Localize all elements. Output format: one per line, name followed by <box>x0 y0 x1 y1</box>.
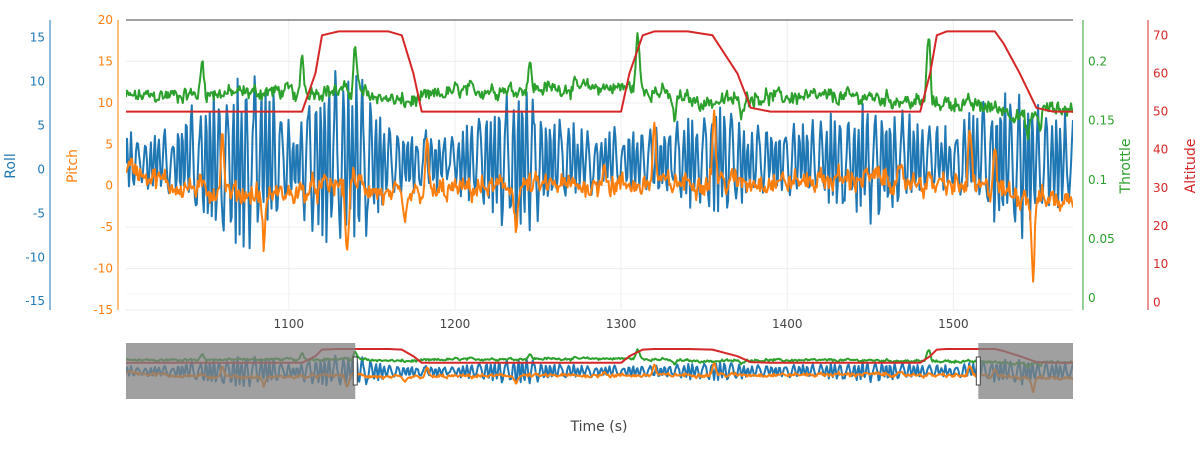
throttle-tick-label: 0.15 <box>1088 114 1115 128</box>
range-slider-handle-right[interactable] <box>975 356 981 386</box>
pitch-axis-title: Pitch <box>65 149 81 183</box>
series-line-roll <box>126 70 1073 250</box>
pitch-tick-label: -15 <box>93 303 113 317</box>
roll-tick-label: -15 <box>25 294 45 308</box>
throttle-tick-label: 0.2 <box>1088 54 1107 68</box>
altitude-tick-label: 30 <box>1153 181 1168 195</box>
throttle-axis: 0.2 0.15 0.1 0.05 0 <box>1082 20 1115 310</box>
altitude-tick-label: 70 <box>1153 28 1168 42</box>
throttle-tick-label: 0.1 <box>1088 173 1107 187</box>
altitude-axis-title: Altitude <box>1183 139 1199 194</box>
roll-tick-label: -5 <box>33 206 45 220</box>
roll-tick-label: 5 <box>37 118 45 132</box>
throttle-tick-label: 0 <box>1088 291 1096 305</box>
series-line-altitude <box>126 30 1073 113</box>
range-slider-mask-right <box>978 343 1073 399</box>
altitude-tick-label: 10 <box>1153 257 1168 271</box>
roll-tick-label: -10 <box>25 250 45 264</box>
altitude-tick-label: 50 <box>1153 105 1168 119</box>
roll-axis: 15 10 5 0 -5 -10 -15 <box>25 20 51 310</box>
range-slider-handle-left[interactable] <box>352 356 358 386</box>
x-axis-title: Time (s) <box>570 419 628 435</box>
pitch-tick-label: 20 <box>98 13 113 27</box>
pitch-tick-label: 15 <box>98 54 113 68</box>
time-axis: 1100 1200 1300 1400 1500 <box>274 317 969 331</box>
series-line-pitch <box>126 109 1073 283</box>
x-tick-label: 1300 <box>606 317 637 331</box>
pitch-axis: 20 15 10 5 0 -5 -10 -15 <box>93 13 119 317</box>
altitude-tick-label: 20 <box>1153 219 1168 233</box>
pitch-tick-label: 5 <box>105 137 113 151</box>
range-slider[interactable] <box>126 343 1073 399</box>
altitude-axis: 70 60 50 40 30 20 10 0 <box>1147 20 1168 310</box>
pitch-tick-label: 0 <box>105 179 113 193</box>
altitude-tick-label: 0 <box>1153 295 1161 309</box>
series-layer <box>126 30 1073 283</box>
roll-tick-label: 10 <box>30 75 45 89</box>
x-tick-label: 1200 <box>440 317 471 331</box>
plot-area <box>126 19 1073 311</box>
pitch-tick-label: -10 <box>93 262 113 276</box>
roll-tick-label: 15 <box>30 31 45 45</box>
pitch-tick-label: 10 <box>98 96 113 110</box>
x-tick-label: 1400 <box>772 317 803 331</box>
pitch-tick-label: -5 <box>101 220 113 234</box>
altitude-tick-label: 40 <box>1153 143 1168 157</box>
altitude-tick-label: 60 <box>1153 66 1168 80</box>
series-line-throttle <box>126 32 1073 141</box>
roll-axis-title: Roll <box>3 153 19 178</box>
roll-tick-label: 0 <box>37 162 45 176</box>
x-tick-label: 1100 <box>274 317 305 331</box>
range-slider-mask-left <box>126 343 356 399</box>
x-tick-label: 1500 <box>938 317 969 331</box>
throttle-axis-title: Throttle <box>1118 139 1134 195</box>
throttle-tick-label: 0.05 <box>1088 232 1115 246</box>
